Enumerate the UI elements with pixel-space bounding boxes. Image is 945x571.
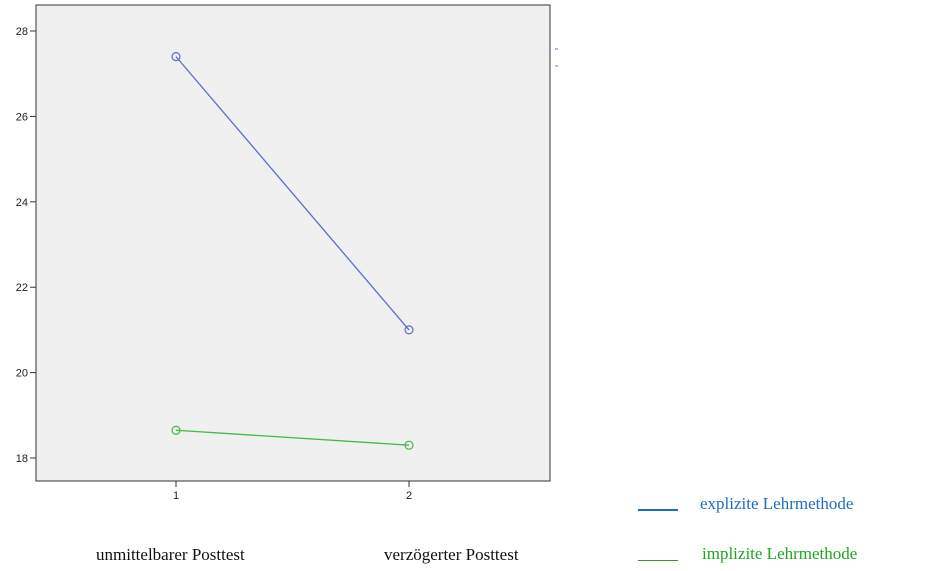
data-point-2-1 — [171, 425, 181, 435]
legend-label-implicit: implizite Lehrmethode — [702, 544, 858, 563]
y-tick-label: 26 — [16, 111, 28, 123]
series-layer — [171, 52, 414, 450]
legend-entry-explicit: explizite Lehrmethode — [638, 494, 853, 514]
data-point-2-2 — [404, 440, 414, 450]
legend-label-explicit: explizite Lehrmethode — [700, 494, 854, 513]
x-tick-label: 2 — [406, 490, 412, 502]
data-point-1-1 — [171, 52, 181, 62]
legend-entry-implicit: implizite Lehrmethode — [638, 544, 857, 564]
y-tick-label: 28 — [16, 26, 28, 38]
legend-swatch-implicit — [638, 560, 678, 561]
series-line-1 — [175, 56, 410, 331]
plot-area — [35, 4, 551, 482]
data-point-1-2 — [404, 325, 414, 335]
category-label-2: verzögerter Posttest — [384, 545, 519, 564]
y-axis: 18 20 22 24 26 28 — [16, 26, 36, 465]
y-tick-label: 24 — [16, 197, 28, 209]
series-line-2 — [175, 429, 410, 446]
y-tick-label: 18 — [16, 453, 28, 465]
legend-swatch-explicit — [638, 509, 678, 511]
y-tick-label: 22 — [16, 282, 28, 294]
category-label-1: unmittelbarer Posttest — [96, 545, 245, 564]
legend-artifact — [555, 48, 558, 67]
x-tick-label: 1 — [173, 490, 179, 502]
y-tick-label: 20 — [16, 368, 28, 380]
